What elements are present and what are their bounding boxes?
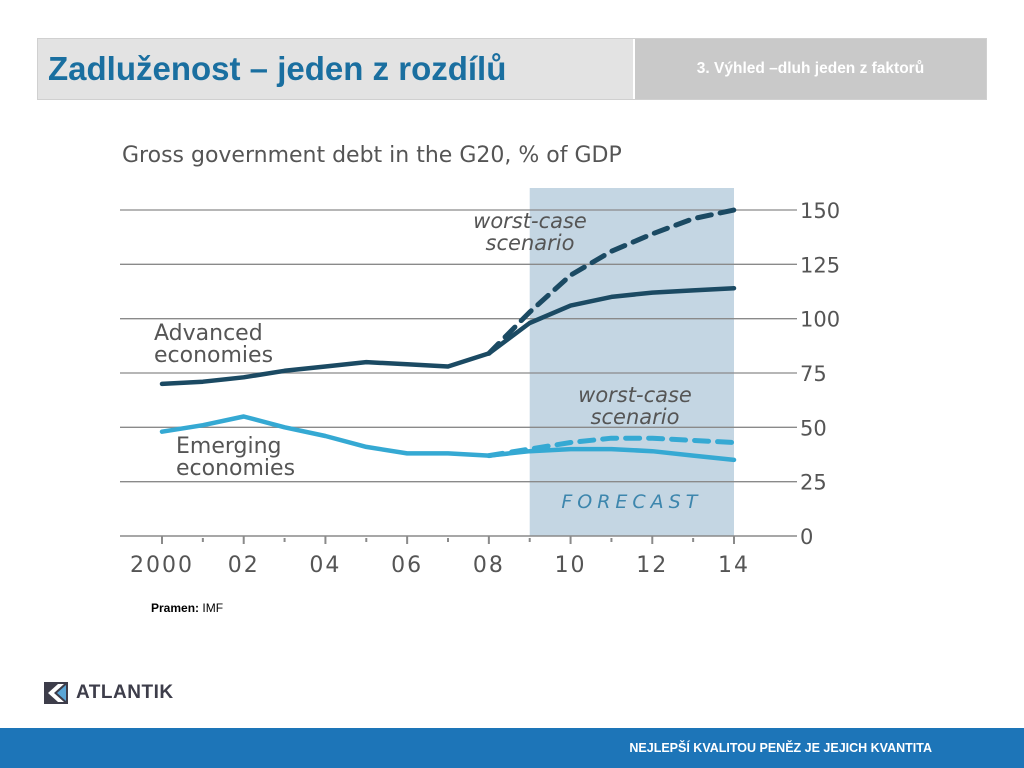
x-tick-label: 2000 [130, 553, 194, 578]
header-divider [633, 39, 635, 99]
source-value: IMF [202, 601, 224, 615]
debt-chart-svg: Gross government debt in the G20, % of G… [120, 143, 840, 578]
x-tick-label: 04 [309, 553, 341, 578]
series-line-3 [486, 435, 737, 459]
title-cell: Zadluženost – jeden z rozdílů [38, 39, 633, 99]
atlantik-logo[interactable]: ATLANTIK [44, 682, 174, 704]
source-note: Pramen: IMF [151, 601, 223, 615]
y-tick-label: 0 [800, 525, 813, 549]
series-annotation: economies [154, 343, 273, 368]
footer-slogan: NEJLEPŠÍ KVALITOU PENĚZ JE JEJICH KVANTI… [629, 741, 932, 755]
y-tick-label: 25 [800, 471, 827, 495]
chart-title: Gross government debt in the G20, % of G… [122, 143, 622, 168]
y-tick-label: 100 [800, 308, 840, 332]
series-annotation: economies [176, 456, 295, 481]
forecast-label: FORECAST [561, 491, 702, 513]
slide-subtitle: 3. Výhled –dluh jeden z faktorů [696, 60, 925, 77]
atlantik-logo-icon [44, 682, 68, 704]
series-line-2 [159, 414, 737, 463]
scenario-label: scenario [591, 405, 680, 429]
debt-chart: Gross government debt in the G20, % of G… [112, 122, 852, 587]
series-annotation: Advanced [154, 321, 263, 346]
scenario-label: worst-case [578, 383, 692, 407]
x-tick-label: 02 [228, 553, 260, 578]
x-tick-label: 10 [555, 553, 587, 578]
forecast-band [529, 188, 734, 536]
y-tick-label: 125 [800, 253, 840, 277]
slide-header: Zadluženost – jeden z rozdílů 3. Výhled … [37, 38, 987, 100]
x-tick-label: 12 [636, 553, 668, 578]
source-label: Pramen: [151, 601, 200, 615]
slide-title: Zadluženost – jeden z rozdílů [48, 50, 507, 87]
subtitle-cell: 3. Výhled –dluh jeden z faktorů [635, 39, 986, 99]
y-tick-label: 75 [800, 362, 827, 386]
series-annotation: Emerging [176, 434, 282, 459]
scenario-label: worst-case [473, 209, 587, 233]
x-tick-label: 08 [473, 553, 505, 578]
y-tick-label: 50 [800, 416, 827, 440]
footer-bar: NEJLEPŠÍ KVALITOU PENĚZ JE JEJICH KVANTI… [0, 728, 1024, 768]
x-tick-label: 06 [391, 553, 423, 578]
logo-text: ATLANTIK [76, 682, 174, 703]
scenario-label: scenario [486, 231, 575, 255]
series-line-0 [159, 285, 737, 387]
series-line-1 [486, 207, 737, 356]
y-tick-label: 150 [800, 199, 840, 223]
x-tick-label: 14 [718, 553, 750, 578]
